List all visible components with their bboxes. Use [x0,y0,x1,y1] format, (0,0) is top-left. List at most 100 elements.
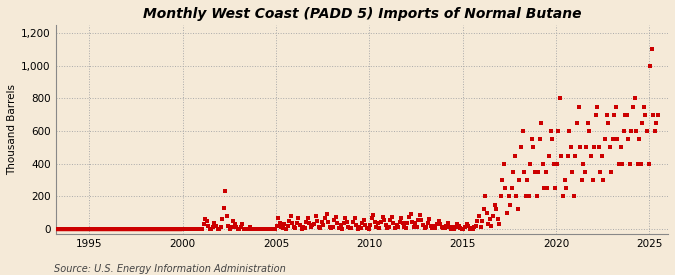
Point [308,222,319,226]
Point [84,227,95,231]
Point [195,227,206,231]
Point [150,227,161,231]
Point [495,194,506,199]
Point [444,224,455,229]
Point [346,226,357,230]
Point [63,227,74,231]
Point [355,226,366,230]
Point [483,222,493,226]
Point [262,227,273,231]
Point [364,223,375,227]
Point [566,145,576,150]
Point [599,137,610,141]
Point [61,227,72,231]
Point [53,227,64,231]
Point [375,219,386,224]
Point [410,221,421,226]
Point [263,227,274,231]
Point [550,186,561,190]
Point [139,227,150,231]
Point [411,224,422,229]
Point [312,219,323,223]
Point [462,224,473,228]
Point [327,225,338,230]
Point [503,194,514,199]
Point [276,225,287,230]
Point [324,224,335,229]
Point [466,226,477,230]
Point [469,225,480,230]
Point [277,226,288,230]
Point [439,226,450,230]
Point [494,222,505,226]
Point [348,219,358,224]
Point [192,227,202,231]
Point [418,223,429,227]
Point [517,129,528,133]
Point [338,221,349,226]
Point [201,219,212,223]
Point [559,178,570,182]
Point [502,210,512,215]
Point [89,227,100,231]
Point [323,219,333,224]
Point [609,112,620,117]
Point [165,227,176,231]
Point [200,217,211,221]
Point [520,194,531,199]
Point [170,227,181,231]
Point [190,227,201,231]
Point [315,226,325,230]
Point [270,227,281,231]
Point [648,112,659,117]
Point [102,227,113,231]
Point [449,227,460,231]
Point [620,112,630,117]
Point [598,178,609,182]
Point [487,214,498,218]
Point [615,145,626,150]
Point [248,227,259,231]
Point [184,227,195,231]
Point [511,194,522,199]
Point [369,219,380,224]
Point [117,227,128,231]
Point [113,227,124,231]
Point [354,224,364,229]
Point [178,227,189,231]
Point [402,221,413,226]
Point [109,227,120,231]
Point [562,153,573,158]
Point [239,227,250,231]
Point [250,227,261,231]
Point [630,129,641,133]
Point [156,227,167,231]
Point [163,227,173,231]
Point [128,227,139,231]
Point [581,145,592,150]
Point [610,104,621,109]
Point [306,225,317,230]
Point [203,224,214,228]
Point [406,219,417,224]
Point [455,226,466,230]
Point [475,225,486,230]
Point [587,178,598,182]
Point [461,222,472,226]
Point [399,224,410,229]
Point [130,227,140,231]
Point [492,217,503,221]
Point [467,227,478,231]
Point [267,227,277,231]
Point [388,221,399,226]
Point [561,186,572,190]
Point [363,227,374,231]
Point [198,222,209,226]
Point [454,224,464,228]
Point [497,178,508,182]
Point [78,227,89,231]
Point [329,218,340,222]
Point [387,214,398,219]
Point [114,227,125,231]
Point [124,227,134,231]
